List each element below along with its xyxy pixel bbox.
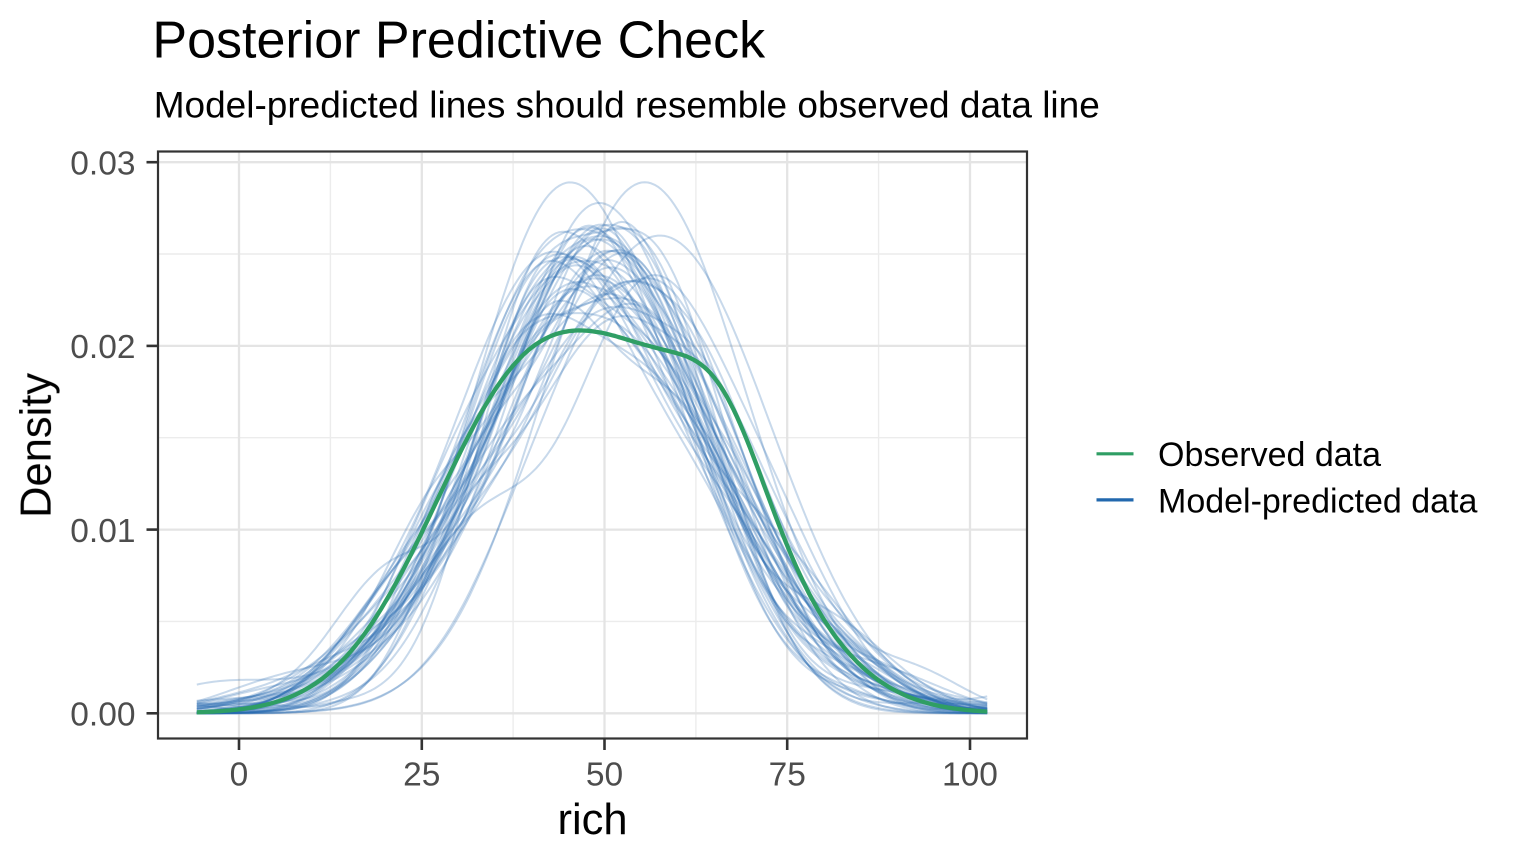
svg-text:0.01: 0.01 (70, 513, 135, 550)
svg-text:Observed data: Observed data (1158, 436, 1381, 474)
svg-text:25: 25 (403, 757, 440, 794)
svg-text:0: 0 (230, 757, 249, 794)
svg-text:100: 100 (942, 757, 998, 794)
svg-text:Density: Density (13, 373, 61, 518)
svg-text:50: 50 (586, 757, 623, 794)
svg-text:75: 75 (769, 757, 806, 794)
svg-text:Posterior Predictive Check: Posterior Predictive Check (152, 11, 766, 69)
svg-text:rich: rich (557, 796, 627, 844)
svg-text:0.03: 0.03 (70, 145, 135, 182)
svg-text:0.02: 0.02 (70, 329, 135, 366)
svg-text:0.00: 0.00 (70, 697, 135, 734)
svg-text:Model-predicted lines should r: Model-predicted lines should resemble ob… (154, 85, 1100, 126)
svg-text:Model-predicted data: Model-predicted data (1158, 483, 1478, 521)
